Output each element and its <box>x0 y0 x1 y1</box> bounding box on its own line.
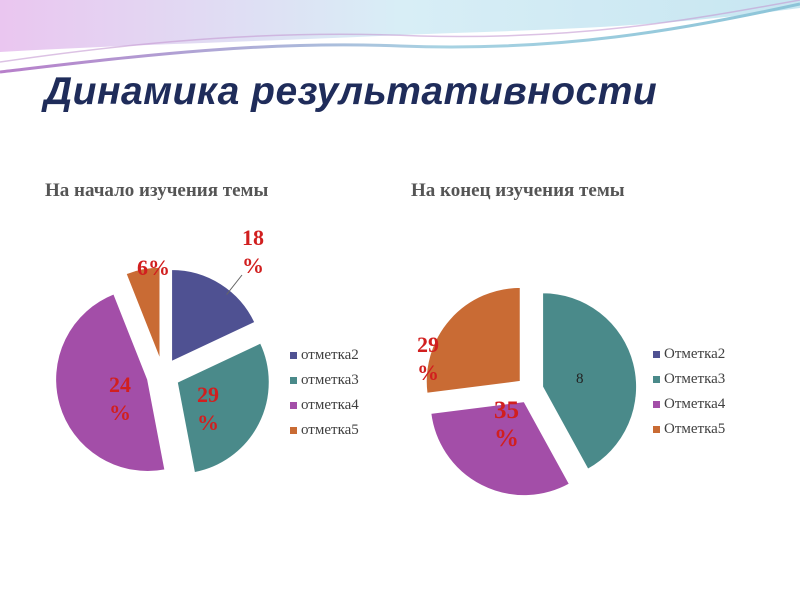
legend-swatch <box>290 352 297 359</box>
legend-item: отметка4 <box>290 393 359 418</box>
pie-slice-отметка2 <box>171 268 256 363</box>
pie-slice-отметка3 <box>176 342 270 474</box>
data-label: 18% <box>242 225 264 278</box>
data-label: 29% <box>197 382 219 435</box>
legend-label: Отметка2 <box>664 346 726 362</box>
label-leader-line <box>226 274 243 295</box>
legend-swatch <box>290 402 297 409</box>
pie-slice-отметка4 <box>55 293 166 472</box>
left-chart-title: На начало изучения темы <box>45 180 269 201</box>
legend-end: Отметка2 Отметка3 Отметка4 Отметка5 <box>653 342 725 442</box>
data-label: 35% <box>494 397 519 452</box>
legend-label: Отметка4 <box>664 396 726 412</box>
slide-title: Динамика результативности <box>44 70 658 113</box>
legend-item: Отметка4 <box>653 392 725 417</box>
legend-label: Отметка5 <box>664 421 726 437</box>
legend-label: отметка3 <box>301 372 359 388</box>
legend-item: Отметка5 <box>653 417 725 442</box>
header-wave-line <box>0 0 800 63</box>
header-wave-line <box>0 2 800 74</box>
legend-label: Отметка3 <box>664 371 726 387</box>
legend-start: отметка2 отметка3 отметка4 отметка5 <box>290 343 359 443</box>
data-label: 6% <box>137 255 170 280</box>
pie-slice-отметка4 <box>430 401 571 497</box>
legend-item: отметка2 <box>290 343 359 368</box>
legend-item: отметка3 <box>290 368 359 393</box>
legend-swatch <box>653 351 660 358</box>
legend-swatch <box>653 376 660 383</box>
data-label: 24% <box>109 372 131 425</box>
pie-slice-отметка5 <box>425 286 521 394</box>
legend-swatch <box>290 377 297 384</box>
data-label: 8 <box>576 371 584 387</box>
legend-swatch <box>290 427 297 434</box>
legend-label: отметка2 <box>301 347 359 363</box>
data-label: 29% <box>417 332 439 385</box>
legend-label: отметка5 <box>301 422 359 438</box>
right-chart-title: На конец изучения темы <box>411 180 625 201</box>
pie-slice-отметка3 <box>542 292 638 470</box>
legend-item: Отметка3 <box>653 367 725 392</box>
pie-slice-отметка5 <box>125 266 161 360</box>
legend-item: Отметка2 <box>653 342 725 367</box>
legend-label: отметка4 <box>301 397 359 413</box>
legend-swatch <box>653 401 660 408</box>
legend-swatch <box>653 426 660 433</box>
legend-item: отметка5 <box>290 418 359 443</box>
